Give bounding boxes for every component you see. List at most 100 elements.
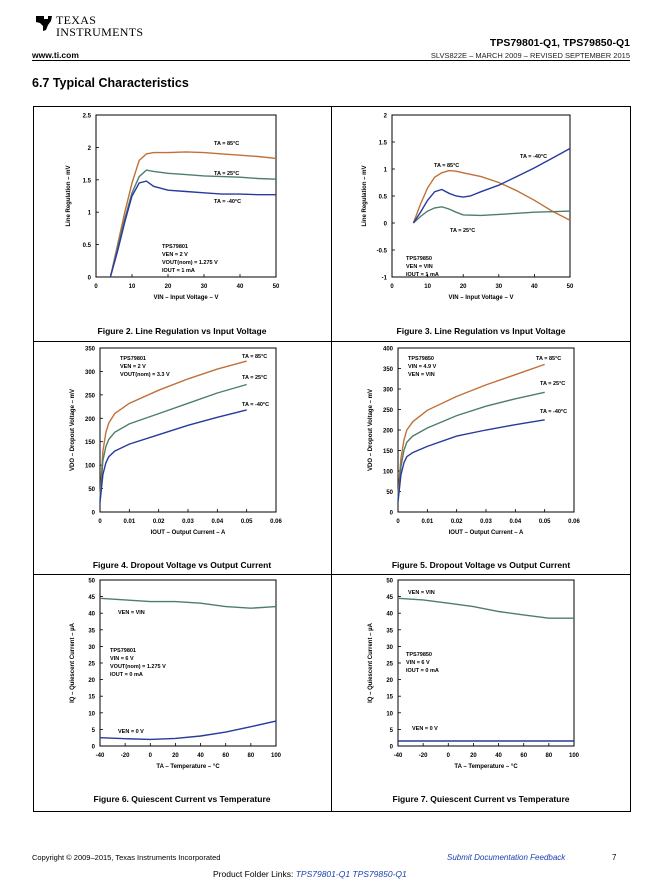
plot-frame	[95, 114, 277, 278]
y-axis-label: IQ – Quiescent Current – µA	[368, 622, 374, 702]
y-tick-label: 0	[390, 745, 394, 751]
y-tick-label: 45	[386, 595, 393, 601]
x-tick-label: 0.05	[241, 519, 253, 525]
y-tick-label: 0	[92, 511, 96, 517]
y-tick-label: 0	[88, 276, 92, 282]
x-tick-label: 50	[567, 284, 574, 290]
series-label: TA = -40°C	[242, 402, 269, 408]
website-link[interactable]: www.ti.com	[32, 50, 79, 60]
page-number: 7	[612, 853, 617, 862]
annotation-text: IOUT = 0 mA	[406, 668, 439, 674]
x-tick-label: 0	[98, 519, 102, 525]
x-tick-label: 100	[271, 753, 282, 759]
product-link-tps79850[interactable]: TPS79850-Q1	[352, 869, 407, 879]
annotation-text: VOUT(nom) = 1.275 V	[162, 260, 218, 266]
ti-logo-icon	[36, 16, 52, 31]
figure-grid	[33, 106, 631, 812]
x-tick-label: 0.01	[123, 519, 135, 525]
x-axis-label: TA – Temperature – °C	[156, 764, 220, 770]
y-tick-label: -0.5	[377, 249, 388, 255]
product-link-tps79801[interactable]: TPS79801-Q1	[295, 869, 351, 879]
series-line	[412, 147, 571, 224]
x-tick-label: 0.01	[421, 519, 433, 525]
series-label: VEN = 0 V	[118, 729, 144, 735]
series-label: TA = -40°C	[520, 154, 547, 160]
y-axis-label: IQ – Quiescent Current – µA	[70, 622, 76, 702]
x-tick-label: 40	[237, 284, 244, 290]
annotation-text: VOUT(nom) = 1.275 V	[110, 664, 166, 670]
y-tick-label: 100	[85, 464, 96, 470]
series-line	[412, 206, 571, 224]
figure-3-caption: Figure 3. Line Regulation vs Input Volta…	[396, 326, 566, 336]
annotation-text: VOUT(nom) = 3.3 V	[120, 372, 170, 378]
y-tick-label: 400	[383, 347, 394, 353]
product-links-label: Product Folder Links:	[213, 869, 294, 879]
y-tick-label: 250	[85, 393, 96, 399]
x-tick-label: 80	[546, 753, 553, 759]
x-tick-label: 0.06	[568, 519, 580, 525]
x-tick-label: 40	[495, 753, 502, 759]
series-label: VEN = VIN	[408, 590, 435, 596]
series-label: VEN = 0 V	[412, 726, 438, 732]
series-line	[109, 151, 277, 278]
annotation-text: VIN = 6 V	[110, 656, 134, 662]
series-label: TA = 85°C	[434, 163, 459, 169]
plot-frame	[99, 347, 277, 513]
y-axis-label: Line Regulation – mV	[66, 165, 72, 226]
chart-dropout-tps79850: 0 50 100 150 200 250 300 350 400 0 0.01 0.02 0.03 0.0…	[368, 347, 580, 537]
x-tick-label: 0	[149, 753, 153, 759]
footer-copyright: Copyright © 2009–2015, Texas Instruments…	[32, 853, 221, 862]
x-axis-label: IOUT – Output Current – A	[151, 530, 226, 536]
part-numbers: TPS79801-Q1, TPS79850-Q1	[489, 37, 630, 49]
annotation-text: VEN = VIN	[406, 264, 433, 270]
annotation-text: VEN = 2 V	[120, 364, 146, 370]
y-tick-label: 0	[384, 222, 388, 228]
figure-5-caption: Figure 5. Dropout Voltage vs Output Curr…	[391, 560, 571, 570]
annotation-text: VIN = 4.9 V	[408, 364, 437, 370]
y-tick-label: 45	[88, 595, 95, 601]
y-tick-label: 10	[386, 711, 393, 717]
x-tick-label: 0.06	[270, 519, 282, 525]
series-label: TA = 25°C	[540, 381, 565, 387]
y-tick-label: 50	[386, 579, 393, 585]
x-tick-label: 20	[470, 753, 477, 759]
y-tick-label: 300	[85, 370, 96, 376]
x-tick-label: 0.05	[539, 519, 551, 525]
y-tick-label: -1	[382, 276, 388, 282]
series-line	[99, 409, 247, 503]
section-title: 6.7 Typical Characteristics	[32, 76, 189, 90]
y-tick-label: 15	[386, 695, 393, 701]
x-tick-label: 20	[172, 753, 179, 759]
annotation-text: VIN = 6 V	[406, 660, 430, 666]
x-tick-label: 0	[390, 284, 394, 290]
x-axis-label: VIN – Input Voltage – V	[449, 295, 514, 301]
annotation-text: TPS79801	[120, 356, 146, 362]
annotation-text: IOUT = 1 mA	[162, 268, 195, 274]
annotation-text: VEN = VIN	[408, 372, 435, 378]
annotation-text: TPS79801	[110, 648, 136, 654]
y-tick-label: 150	[85, 440, 96, 446]
figure-4-caption: Figure 4. Dropout Voltage vs Output Curr…	[92, 560, 272, 570]
series-line	[109, 180, 276, 278]
y-tick-label: 2.5	[83, 114, 92, 120]
y-axis-label: Line Regulation – mV	[362, 165, 368, 226]
series-label: TA = 85°C	[214, 141, 239, 147]
y-tick-label: 300	[383, 388, 394, 394]
x-tick-label: 0.03	[182, 519, 194, 525]
series-line	[99, 597, 277, 609]
x-tick-label: 0.02	[451, 519, 463, 525]
y-tick-label: 100	[383, 470, 394, 476]
figure-6-caption: Figure 6. Quiescent Current vs Temperatu…	[93, 794, 271, 804]
x-tick-label: 0.03	[480, 519, 492, 525]
y-tick-label: 20	[386, 678, 393, 684]
x-tick-label: -40	[96, 753, 105, 759]
y-tick-label: 350	[85, 347, 96, 353]
series-line	[99, 360, 247, 498]
x-tick-label: 80	[248, 753, 255, 759]
y-tick-label: 50	[386, 490, 393, 496]
y-tick-label: 2	[88, 146, 92, 152]
chart-line-regulation-tps79801: 0 0.5 1 1.5 2 2.5 0 10 20 30 40 50 VIN – Input Volta…	[66, 114, 280, 302]
x-tick-label: 50	[273, 284, 280, 290]
feedback-link[interactable]: Submit Documentation Feedback	[447, 853, 566, 862]
